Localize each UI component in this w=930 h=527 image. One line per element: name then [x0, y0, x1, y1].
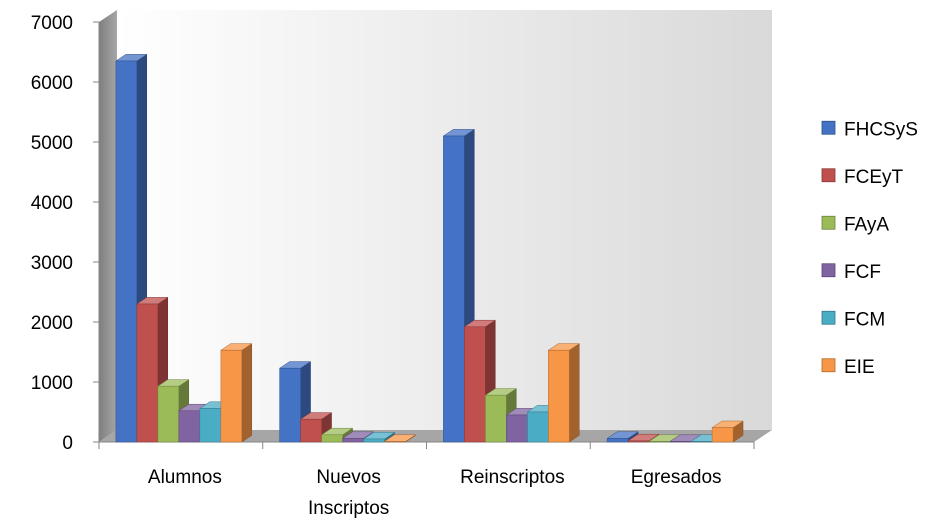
legend-swatch-faya [821, 215, 836, 230]
chart-walls [99, 10, 772, 442]
y-tick-label: 6000 [31, 73, 73, 94]
legend-swatch-fcm [821, 310, 836, 325]
x-category-label: Alumnos [148, 467, 222, 488]
legend-swatch-fceyt [821, 168, 836, 183]
y-tick-label: 1000 [31, 373, 73, 394]
legend-label-eie: EIE [844, 357, 875, 378]
y-tick-label: 7000 [31, 13, 73, 34]
legend-swatch-fcf [821, 263, 836, 278]
legend-label-fcf: FCF [844, 262, 881, 283]
y-tick-label: 4000 [31, 193, 73, 214]
legend-swatch-eie [821, 358, 836, 373]
x-category-label: Reinscriptos [460, 467, 565, 488]
bar-eie-3 [711, 420, 744, 443]
y-tick-label: 5000 [31, 133, 73, 154]
legend-label-fcm: FCM [844, 309, 885, 330]
legend-label-fhcsys: FHCSyS [844, 119, 918, 140]
bar-eie-0 [220, 343, 253, 443]
legend-swatch-fhcsys [821, 120, 836, 135]
legend-label-faya: FAyA [844, 214, 889, 235]
floor [99, 430, 772, 442]
bar-eie-1 [383, 434, 417, 443]
y-tick-label: 0 [62, 433, 73, 454]
x-category-label: Egresados [631, 467, 722, 488]
chart-legend: FHCSyS FCEyT FAyA FCF FCM EIE [821, 119, 918, 378]
y-tick-label: 3000 [31, 253, 73, 274]
y-tick-label: 2000 [31, 313, 73, 334]
chart-bars [115, 53, 744, 443]
bar-eie-2 [547, 343, 581, 443]
x-category-label: Nuevos Inscriptos [308, 467, 389, 519]
legend-label-fceyt: FCEyT [844, 167, 904, 188]
side-wall [99, 10, 117, 442]
